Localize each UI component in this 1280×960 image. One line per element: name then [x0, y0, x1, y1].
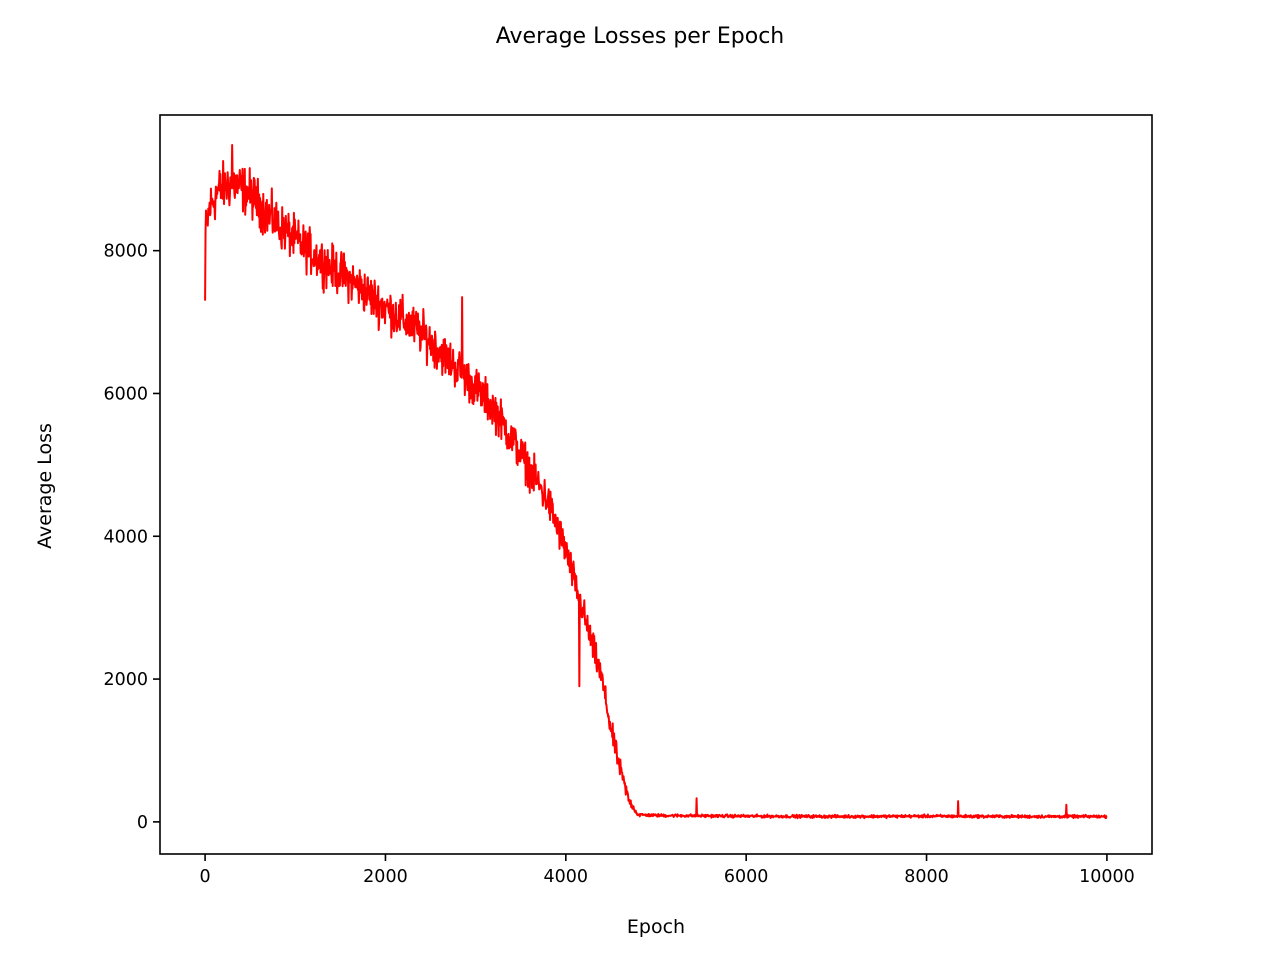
plot-area — [159, 114, 1153, 855]
series-layer — [204, 143, 1108, 820]
y-tick-label: 8000 — [103, 242, 148, 262]
y-tick-label: 0 — [137, 813, 148, 833]
x-tick-label: 4000 — [544, 867, 589, 887]
chart-title: Average Losses per Epoch — [496, 24, 784, 49]
x-tick-label: 2000 — [363, 867, 408, 887]
y-tick-label: 2000 — [103, 670, 148, 690]
x-axis: 0 2000 4000 6000 8000 10000 — [200, 854, 1135, 887]
y-tick-label: 6000 — [103, 384, 148, 404]
y-tick-label: 4000 — [103, 527, 148, 547]
x-axis-label: Epoch — [627, 916, 685, 938]
x-tick-label: 10000 — [1079, 867, 1135, 887]
x-tick-label: 8000 — [904, 867, 949, 887]
x-tick-label: 6000 — [724, 867, 769, 887]
x-tick-label: 0 — [200, 867, 211, 887]
loss-series-line — [204, 143, 1108, 820]
plot-frame — [159, 114, 1153, 855]
y-axis: 0 2000 4000 6000 8000 — [103, 242, 160, 833]
y-axis-label: Average Loss — [34, 423, 56, 549]
